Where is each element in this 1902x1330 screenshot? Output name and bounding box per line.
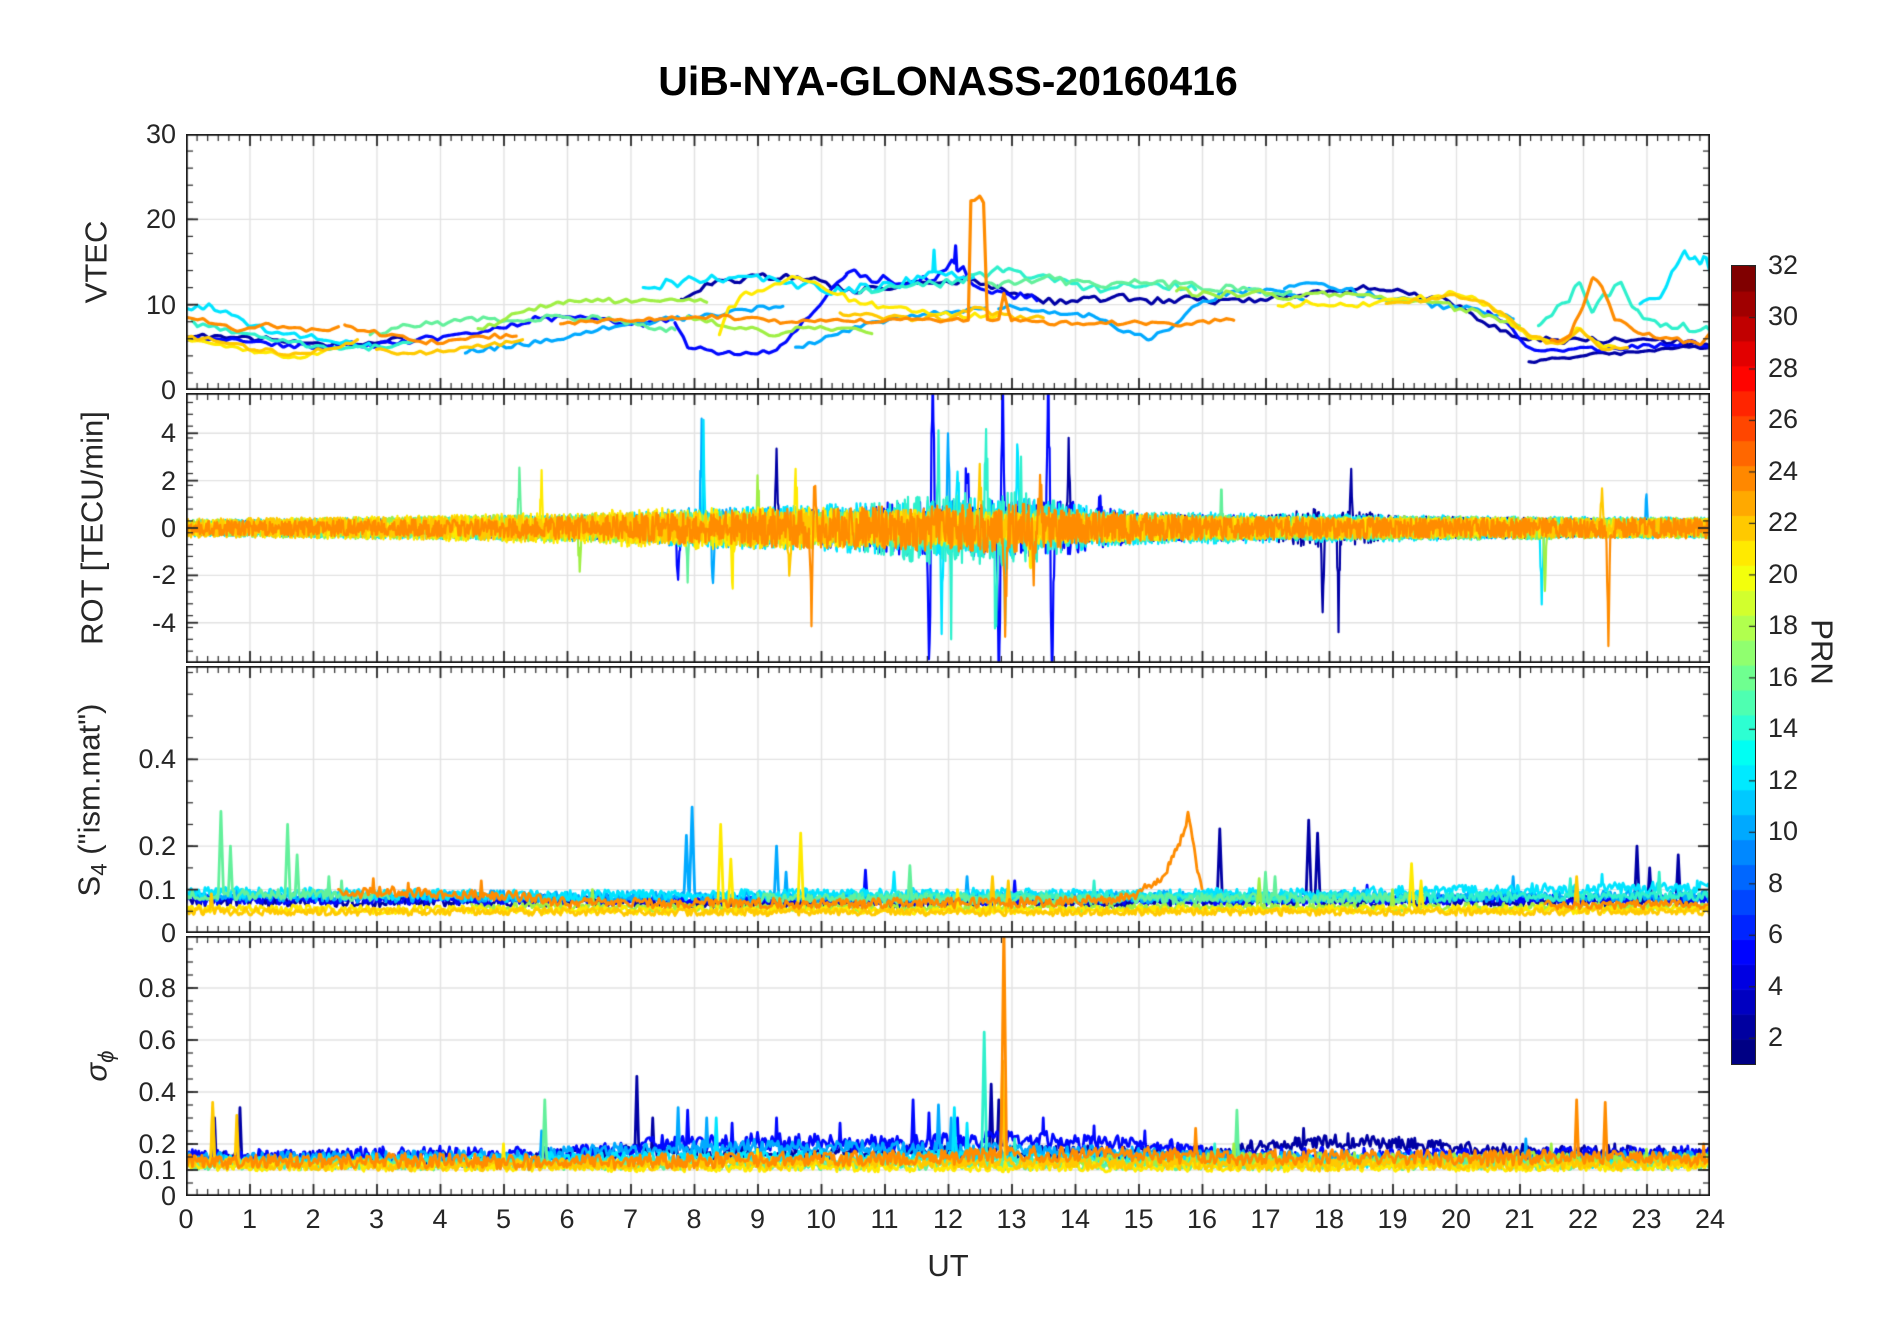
x-tick-label: 22 [1567,1204,1599,1234]
ylabel-s4: S4 ("ism.mat") [71,703,112,897]
x-tick-label: 3 [368,1204,385,1234]
x-tick-label: 17 [1250,1204,1281,1234]
x-tick-label: 8 [686,1204,702,1234]
x-tick-label: 13 [996,1204,1027,1234]
y-tick-label: 0.4 [138,744,176,775]
y-tick-label: 0.2 [138,831,176,862]
colorbar-tick-label: 14 [1768,713,1799,744]
y-tick-label: 0 [160,1181,176,1211]
x-tick-label: 9 [749,1204,766,1234]
y-tick-label: 0.6 [138,1025,176,1055]
panel-sigma-phi-canvas [186,936,1710,1196]
x-tick-label: 15 [1123,1204,1154,1234]
x-tick-label: 10 [805,1204,837,1234]
colorbar-tick-label: 16 [1768,661,1799,692]
y-tick-label: 30 [145,119,176,149]
x-tick-label: 23 [1631,1204,1662,1234]
colorbar-tick-label: 6 [1768,919,1784,950]
x-tick-label: 18 [1313,1204,1345,1234]
colorbar-tick-label: 4 [1768,970,1784,1001]
colorbar-tick-label: 20 [1768,558,1799,589]
x-tick-label: 20 [1440,1204,1472,1234]
y-tick-label: -4 [151,607,176,638]
colorbar-tick-label: 22 [1768,507,1799,538]
colorbar-tick-label: 26 [1768,404,1799,435]
x-tick-label: 24 [1694,1204,1726,1234]
y-tick-label: 0 [160,918,176,948]
y-tick-label: 2 [160,465,176,496]
x-tick-label: 2 [305,1204,321,1234]
panel-rot-canvas [186,393,1710,663]
x-tick-label: 0 [178,1204,194,1234]
y-tick-label: 4 [160,418,176,449]
y-tick-label: 0.4 [138,1077,176,1107]
x-tick-label: 6 [559,1204,575,1234]
colorbar-tick-label: 12 [1768,764,1799,795]
y-tick-label: 20 [145,204,176,235]
x-tick-label: 14 [1059,1204,1091,1234]
y-tick-label: 0.8 [138,973,176,1003]
y-tick-label: -2 [151,560,176,591]
x-tick-label: 5 [495,1204,512,1234]
colorbar-tick-label: 2 [1768,1022,1784,1053]
xlabel-ut: UT [927,1248,969,1283]
colorbar-tick-label: 18 [1768,610,1799,641]
y-tick-label: 0 [160,375,176,405]
x-tick-label: 12 [932,1204,964,1234]
y-tick-label: 0 [160,513,176,543]
x-tick-label: 19 [1377,1204,1408,1234]
x-tick-label: 4 [432,1204,448,1234]
y-tick-label: 0.1 [138,1155,176,1185]
panel-vtec-canvas [186,134,1710,390]
colorbar-tick-label: 32 [1768,250,1799,280]
colorbar-tick-label: 8 [1768,867,1784,898]
y-tick-label: 0.2 [138,1129,176,1159]
colorbar-tick-label: 28 [1768,352,1799,383]
x-tick-label: 1 [241,1204,258,1234]
panel-s4-canvas [186,666,1710,933]
x-tick-label: 7 [622,1204,639,1234]
y-tick-label: 10 [145,289,176,320]
colorbar-tick-label: 10 [1768,816,1799,847]
y-tick-label: 0.1 [138,874,176,905]
x-tick-label: 21 [1504,1204,1535,1234]
colorbar-tick-label: 24 [1768,455,1799,486]
colorbar [1731,265,1756,1065]
chart-title: UiB-NYA-GLONASS-20160416 [658,58,1238,104]
x-tick-label: 11 [870,1204,899,1234]
x-tick-label: 16 [1186,1204,1218,1234]
colorbar-tick-label: 30 [1768,301,1799,332]
